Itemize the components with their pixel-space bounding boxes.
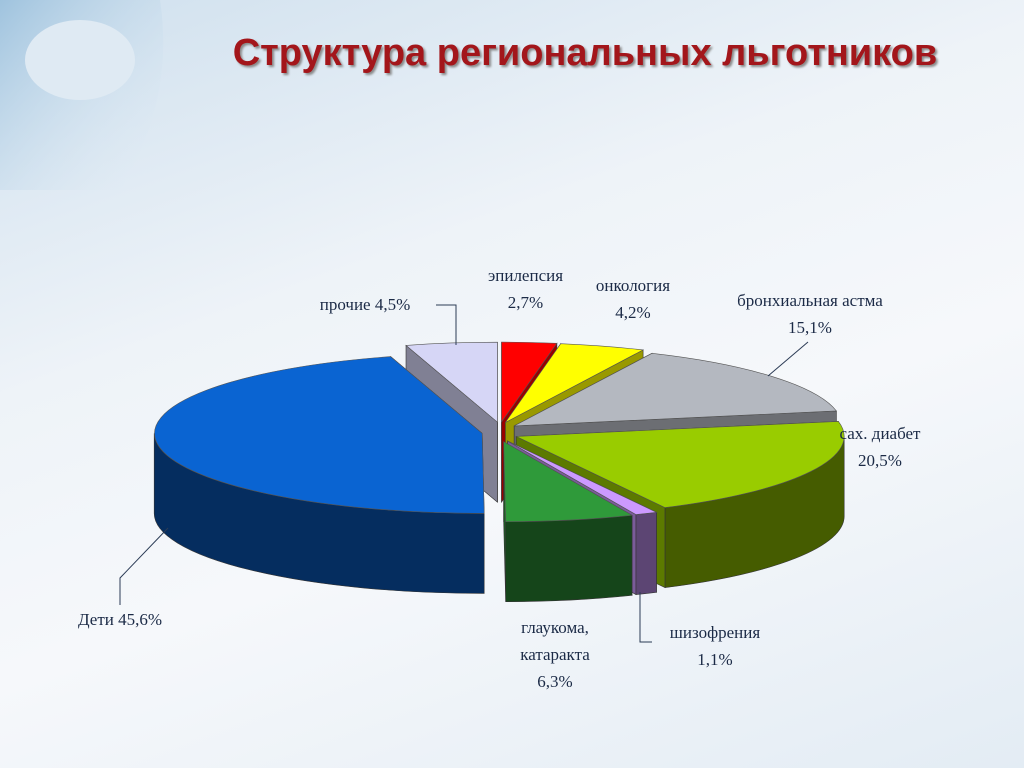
slice-label: Дети 45,6% [40, 606, 200, 633]
category-name: онкология [595, 276, 671, 295]
slice [503, 441, 633, 523]
category-name: сах. диабет [839, 424, 921, 443]
slice-label: онкология 4,2% [578, 272, 688, 326]
slice-label: глаукома, катаракта 6,3% [490, 614, 620, 695]
category-name: прочие [319, 295, 371, 314]
value-label: 2,7% [507, 293, 544, 312]
slice [507, 440, 658, 515]
value-label: 15,1% [788, 318, 832, 337]
slice-label: сах. диабет 20,5% [825, 420, 935, 474]
value-label: 4,5% [374, 295, 411, 314]
leader-line [436, 304, 457, 345]
value-label: 20,5% [858, 451, 902, 470]
value-label: 45,6% [118, 610, 163, 629]
category-name: глаукома, катаракта [520, 618, 590, 664]
slice [514, 352, 837, 427]
category-name: шизофрения [669, 623, 761, 642]
slice-label: эпилепсия 2,7% [468, 262, 583, 316]
slice [505, 343, 645, 423]
slice-wall [505, 514, 633, 603]
photo-decoration [25, 20, 135, 100]
slice [516, 421, 845, 508]
chart-title: Структура региональных льготников [232, 32, 938, 74]
category-name: Дети [77, 610, 114, 629]
slice [154, 356, 485, 514]
slice-wall [635, 511, 657, 595]
value-label: 4,2% [615, 303, 651, 322]
slice-label: бронхиальная астма 15,1% [725, 287, 895, 341]
slice-label: шизофрения 1,1% [650, 619, 780, 673]
value-label: 6,3% [537, 672, 573, 691]
leader-line [119, 527, 169, 605]
category-name: эпилепсия [487, 266, 564, 285]
category-name: бронхиальная астма [737, 291, 883, 310]
leader-line [639, 592, 652, 643]
leader-lines [119, 304, 809, 643]
pie [153, 341, 845, 603]
slice-label: прочие 4,5% [285, 291, 445, 318]
slice [501, 341, 558, 424]
value-label: 1,1% [697, 650, 733, 669]
leader-line [767, 341, 809, 377]
slice [405, 341, 498, 423]
